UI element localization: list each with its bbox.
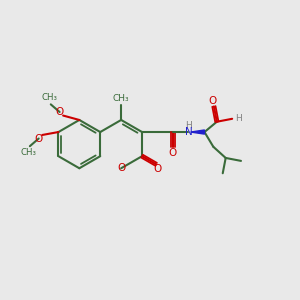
Text: O: O [153, 164, 162, 174]
Text: N: N [185, 127, 193, 137]
Text: CH₃: CH₃ [20, 148, 36, 157]
Text: O: O [56, 107, 64, 117]
Text: CH₃: CH₃ [113, 94, 130, 103]
Text: H: H [235, 114, 242, 123]
Text: CH₃: CH₃ [41, 93, 57, 102]
Text: O: O [117, 163, 125, 173]
Text: O: O [34, 134, 43, 143]
Text: O: O [169, 148, 177, 158]
Polygon shape [190, 130, 205, 134]
Text: H: H [185, 121, 192, 130]
Text: O: O [208, 95, 217, 106]
